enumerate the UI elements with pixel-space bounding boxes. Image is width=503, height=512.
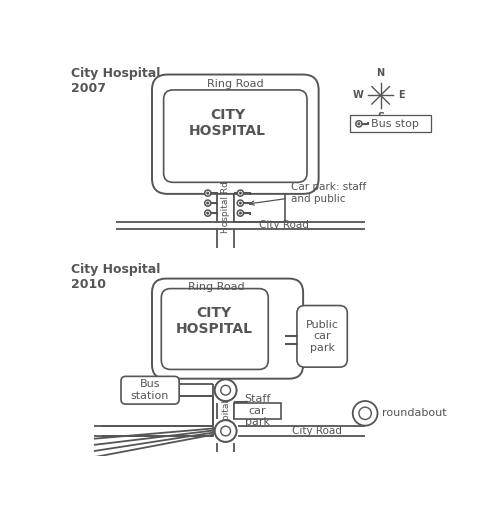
Circle shape [237,190,243,196]
Circle shape [215,420,236,442]
Circle shape [215,379,236,401]
Text: City Hospital
2010: City Hospital 2010 [70,263,160,291]
Circle shape [359,407,371,419]
Text: Bus
station: Bus station [131,379,169,401]
Text: Bus stop: Bus stop [371,119,419,129]
Text: Staff
car
park: Staff car park [244,394,271,427]
Text: Car park: staff
and public: Car park: staff and public [250,182,366,205]
Circle shape [221,386,230,395]
Circle shape [239,192,241,194]
Bar [234,194,285,222]
Text: CITY
HOSPITAL: CITY HOSPITAL [189,108,266,138]
Bar [234,222,365,228]
Bar [234,402,281,419]
Text: Ring Road: Ring Road [188,283,244,292]
Circle shape [205,210,211,216]
Circle shape [237,200,243,206]
Text: Hospital Rd: Hospital Rd [221,181,230,233]
Circle shape [353,401,378,425]
Text: W: W [353,90,364,100]
Circle shape [207,212,209,215]
Bar [116,222,217,228]
Circle shape [205,190,211,196]
FancyBboxPatch shape [297,306,347,367]
FancyBboxPatch shape [121,376,179,404]
Text: E: E [398,90,404,100]
Text: Hospital Rd: Hospital Rd [222,385,231,437]
FancyBboxPatch shape [163,90,307,182]
Circle shape [237,210,243,216]
Text: S: S [377,112,384,122]
Circle shape [221,426,230,436]
Circle shape [358,123,360,125]
Circle shape [207,192,209,194]
Circle shape [221,386,230,395]
Circle shape [215,379,236,401]
Text: Public
car
park: Public car park [306,319,339,353]
FancyBboxPatch shape [152,75,318,194]
Bar [350,115,431,132]
Text: N: N [377,69,385,78]
Text: Ring Road: Ring Road [207,79,264,89]
FancyBboxPatch shape [152,279,303,379]
Text: roundabout: roundabout [382,409,447,418]
Circle shape [205,200,211,206]
FancyBboxPatch shape [161,289,268,370]
Circle shape [239,212,241,215]
Circle shape [239,202,241,204]
Text: City Road: City Road [259,221,309,230]
Text: CITY
HOSPITAL: CITY HOSPITAL [176,306,253,336]
Circle shape [215,420,236,442]
Circle shape [221,426,230,436]
Circle shape [207,202,209,204]
Text: City Road: City Road [292,426,342,436]
Circle shape [356,121,362,127]
Text: City Hospital
2007: City Hospital 2007 [70,67,160,95]
